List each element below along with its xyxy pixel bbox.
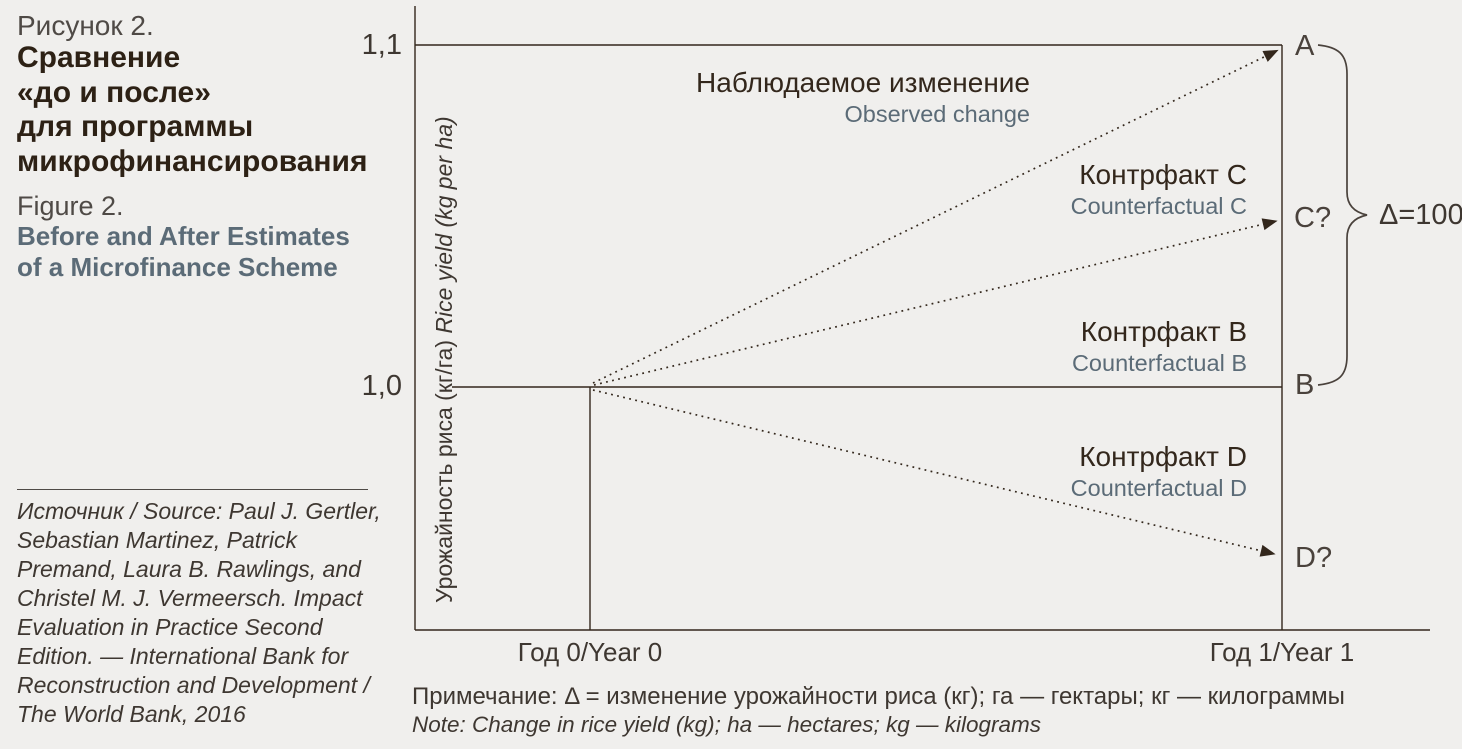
- observed-change-label: Наблюдаемое изменение Observed change: [696, 66, 1030, 129]
- observed-change-arrow: [592, 49, 1279, 384]
- counterfactual-d-label-en: Counterfactual D: [1070, 475, 1247, 501]
- note-ru: Примечание: Δ = изменение урожайности ри…: [412, 683, 1345, 710]
- counterfactual-b-label: Контрфакт B Counterfactual B: [1072, 315, 1247, 378]
- x-tick-year0: Год 0/Year 0: [517, 637, 663, 667]
- y-tick-1-0: 1,0: [361, 370, 402, 402]
- source-line: Christel M. J. Vermeersch. Impact: [17, 585, 363, 611]
- y-axis-title-ru: Урожайность риса (кг/га): [431, 333, 457, 603]
- point-a-label: A: [1295, 30, 1315, 62]
- source-line: Edition. — International Bank for: [17, 643, 349, 669]
- counterfactual-b-label-en: Counterfactual B: [1071, 350, 1247, 376]
- figure-title-en: Before and After Estimates of a Microfin…: [17, 221, 350, 283]
- figure-number-ru: Рисунок 2.: [17, 10, 154, 41]
- y-axis-title-en: Rice yield (kg per ha): [431, 116, 457, 334]
- point-c-label: C?: [1294, 202, 1332, 234]
- source-line: Sebastian Martinez, Patrick: [17, 527, 297, 553]
- figure-title-en-line: Before and After Estimates: [17, 221, 350, 251]
- source-line: Источник / Source: Paul J. Gertler,: [17, 498, 381, 524]
- figure-title-ru-line: микрофинансирования: [17, 144, 368, 178]
- x-tick-year1: Год 1/Year 1: [1209, 637, 1355, 667]
- y-axis-title: Урожайность риса (кг/га) Rice yield (kg …: [431, 3, 458, 603]
- point-d-label: D?: [1295, 542, 1333, 574]
- source-line: The World Bank, 2016: [17, 701, 246, 727]
- source-citation: Источник / Source: Paul J. Gertler, Seba…: [17, 497, 381, 729]
- delta-100-label: Δ=100: [1379, 199, 1462, 231]
- counterfactual-b-label-ru: Контрфакт B: [1080, 316, 1247, 347]
- figure-title-ru-line: Сравнение: [17, 41, 181, 74]
- figure-title-ru: Сравнение «до и после» для программы мик…: [17, 41, 368, 179]
- counterfactual-c-label-en: Counterfactual C: [1070, 193, 1247, 219]
- counterfactual-d-label-ru: Контрфакт D: [1079, 441, 1247, 472]
- source-line: Evaluation in Practice Second: [17, 614, 323, 640]
- counterfactual-d-label: Контрфакт D Counterfactual D: [1071, 440, 1247, 503]
- observed-change-label-en: Observed change: [844, 101, 1030, 127]
- observed-change-label-ru: Наблюдаемое изменение: [696, 67, 1030, 98]
- point-b-label: B: [1295, 369, 1315, 401]
- y-tick-1-1: 1,1: [361, 29, 402, 61]
- figure-number-en: Figure 2.: [17, 191, 124, 221]
- delta-brace: [1317, 44, 1368, 386]
- source-line: Premand, Laura B. Rawlings, and: [17, 556, 361, 582]
- figure-title-ru-line: для программы: [17, 110, 254, 143]
- counterfactual-c-label: Контрфакт C Counterfactual C: [1071, 158, 1247, 221]
- counterfactual-c-label-ru: Контрфакт C: [1079, 159, 1247, 190]
- figure-title-en-line: of a Microfinance Scheme: [17, 252, 338, 282]
- source-divider: [17, 489, 368, 490]
- figure-title-ru-line: «до и после»: [17, 75, 211, 109]
- note-en: Note: Change in rice yield (kg); ha — he…: [412, 712, 1042, 737]
- source-line: Reconstruction and Development /: [17, 672, 370, 698]
